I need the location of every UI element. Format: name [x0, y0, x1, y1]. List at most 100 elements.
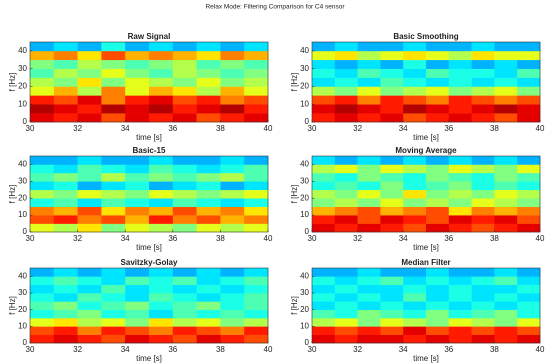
- heatmap-cell: [426, 50, 450, 61]
- heatmap-cell: [244, 86, 269, 96]
- heatmap-cell: [125, 156, 150, 165]
- heatmap-cell: [380, 198, 404, 207]
- heatmap-cell: [125, 206, 150, 216]
- heatmap-cell: [53, 276, 78, 285]
- axes-frame: [29, 267, 269, 344]
- heatmap-cell: [448, 156, 472, 165]
- heatmap-cell: [312, 223, 336, 233]
- heatmap-cell: [380, 276, 404, 285]
- heatmap-cell: [53, 284, 78, 294]
- heatmap-cell: [448, 293, 472, 302]
- heatmap-cell: [471, 198, 495, 207]
- heatmap-cell: [101, 318, 126, 327]
- y-axis-label: f [Hz]: [8, 185, 17, 204]
- heatmap-cell: [77, 334, 102, 344]
- heatmap-cell: [517, 301, 541, 310]
- x-tick-label: 32: [73, 345, 82, 354]
- heatmap-cell: [220, 104, 245, 114]
- heatmap-cell: [517, 198, 541, 207]
- heatmap-cell: [380, 68, 404, 78]
- x-tick-label: 40: [264, 124, 273, 133]
- heatmap-cell: [244, 309, 269, 319]
- heatmap-cell: [494, 284, 518, 294]
- heatmap-cell: [448, 223, 472, 233]
- heatmap-cell: [77, 206, 102, 216]
- heatmap-cell: [196, 86, 221, 96]
- heatmap-cell: [172, 181, 197, 191]
- heatmap-cell: [172, 68, 197, 78]
- heatmap-cell: [149, 68, 174, 78]
- heatmap-cell: [125, 198, 150, 207]
- heatmap-cell: [426, 326, 450, 335]
- heatmap-cell: [471, 68, 495, 78]
- heatmap-cell: [196, 50, 221, 61]
- heatmap-cell: [196, 156, 221, 165]
- heatmap-cell: [101, 215, 126, 224]
- x-tick-label: 30: [308, 234, 317, 243]
- heatmap-cell: [220, 77, 245, 87]
- heatmap-cell: [403, 293, 427, 302]
- heatmap-cell: [53, 77, 78, 87]
- heatmap-cell: [426, 268, 450, 277]
- y-tick-label: 30: [18, 288, 27, 297]
- axes-title: Basic-15: [133, 146, 166, 155]
- heatmap-cell: [220, 181, 245, 191]
- heatmap-cell: [357, 104, 381, 114]
- y-tick-label: 40: [18, 160, 27, 169]
- x-tick-label: 40: [264, 345, 273, 354]
- heatmap-cell: [149, 50, 174, 61]
- heatmap-cell: [312, 326, 336, 335]
- heatmap-cell: [334, 68, 358, 78]
- heatmap-cell: [196, 198, 221, 207]
- heatmap-cell: [448, 284, 472, 294]
- heatmap-cell: [172, 172, 197, 182]
- heatmap-cell: [494, 334, 518, 344]
- y-tick-label: 30: [300, 288, 309, 297]
- heatmap-cell: [517, 334, 541, 344]
- heatmap-cell: [426, 334, 450, 344]
- y-tick-label: 0: [305, 117, 310, 126]
- heatmap-cell: [403, 113, 427, 123]
- heatmap-cell: [403, 318, 427, 327]
- heatmap-cell: [172, 59, 197, 69]
- x-tick-label: 30: [308, 345, 317, 354]
- heatmap-cell: [334, 86, 358, 96]
- heatmap-cell: [244, 50, 269, 61]
- heatmap-cell: [517, 268, 541, 277]
- x-tick-label: 38: [490, 234, 499, 243]
- x-tick-label: 38: [216, 234, 225, 243]
- heatmap-cell: [196, 268, 221, 277]
- heatmap-cell: [494, 206, 518, 216]
- y-tick-label: 0: [305, 338, 310, 347]
- heatmap-cell: [53, 156, 78, 165]
- heatmap-cell: [448, 172, 472, 182]
- heatmap-cell: [312, 68, 336, 78]
- heatmap-cell: [494, 68, 518, 78]
- axes-title: Median Filter: [401, 258, 450, 267]
- heatmap-cell: [448, 268, 472, 277]
- heatmap-cell: [77, 318, 102, 327]
- heatmap-cell: [30, 77, 55, 87]
- heatmap-cell: [196, 95, 221, 105]
- heatmap-cell: [196, 206, 221, 216]
- heatmap-cell: [380, 113, 404, 123]
- heatmap-cell: [380, 42, 404, 52]
- heatmap-cell: [403, 77, 427, 87]
- heatmap-cell: [220, 50, 245, 61]
- heatmap-cell: [101, 95, 126, 105]
- heatmap-cell: [77, 59, 102, 69]
- heatmap-cell: [30, 326, 55, 335]
- heatmap-cell: [220, 164, 245, 174]
- heatmap-cell: [494, 189, 518, 199]
- heatmap-cell: [334, 59, 358, 69]
- heatmap-cell: [471, 42, 495, 52]
- heatmap-cell: [494, 95, 518, 105]
- x-tick-label: 32: [73, 234, 82, 243]
- heatmap-cell: [494, 164, 518, 174]
- heatmap-cell: [30, 284, 55, 294]
- heatmap-cell: [244, 326, 269, 335]
- heatmap-cell: [30, 309, 55, 319]
- heatmap-cell: [448, 215, 472, 224]
- heatmap-cell: [380, 50, 404, 61]
